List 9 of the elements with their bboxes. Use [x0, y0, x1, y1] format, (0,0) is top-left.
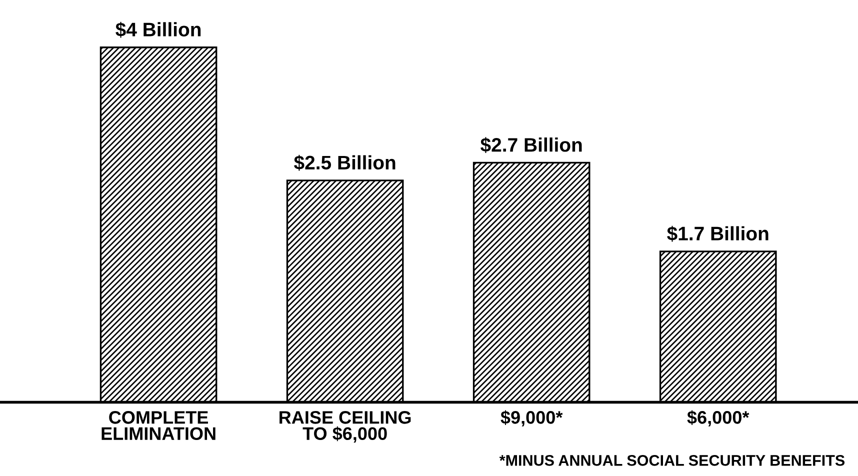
data-label: $1.7 Billion — [667, 226, 768, 242]
data-label: $2.7 Billion — [480, 137, 582, 154]
x-tick-label: $9,000* — [500, 410, 563, 426]
data-label: $2.5 Billion — [294, 154, 396, 171]
x-tick-label: $6,000* — [687, 410, 750, 426]
x-tick-label: COMPLETE ELIMINATION — [102, 411, 216, 440]
data-label: $4 Billion — [116, 22, 201, 38]
x-tick-label: RAISE CEILING TO $6,000 — [280, 411, 411, 443]
text: *MINUS ANNUAL SOCIAL SECURITY BENEFITS — [499, 455, 845, 466]
